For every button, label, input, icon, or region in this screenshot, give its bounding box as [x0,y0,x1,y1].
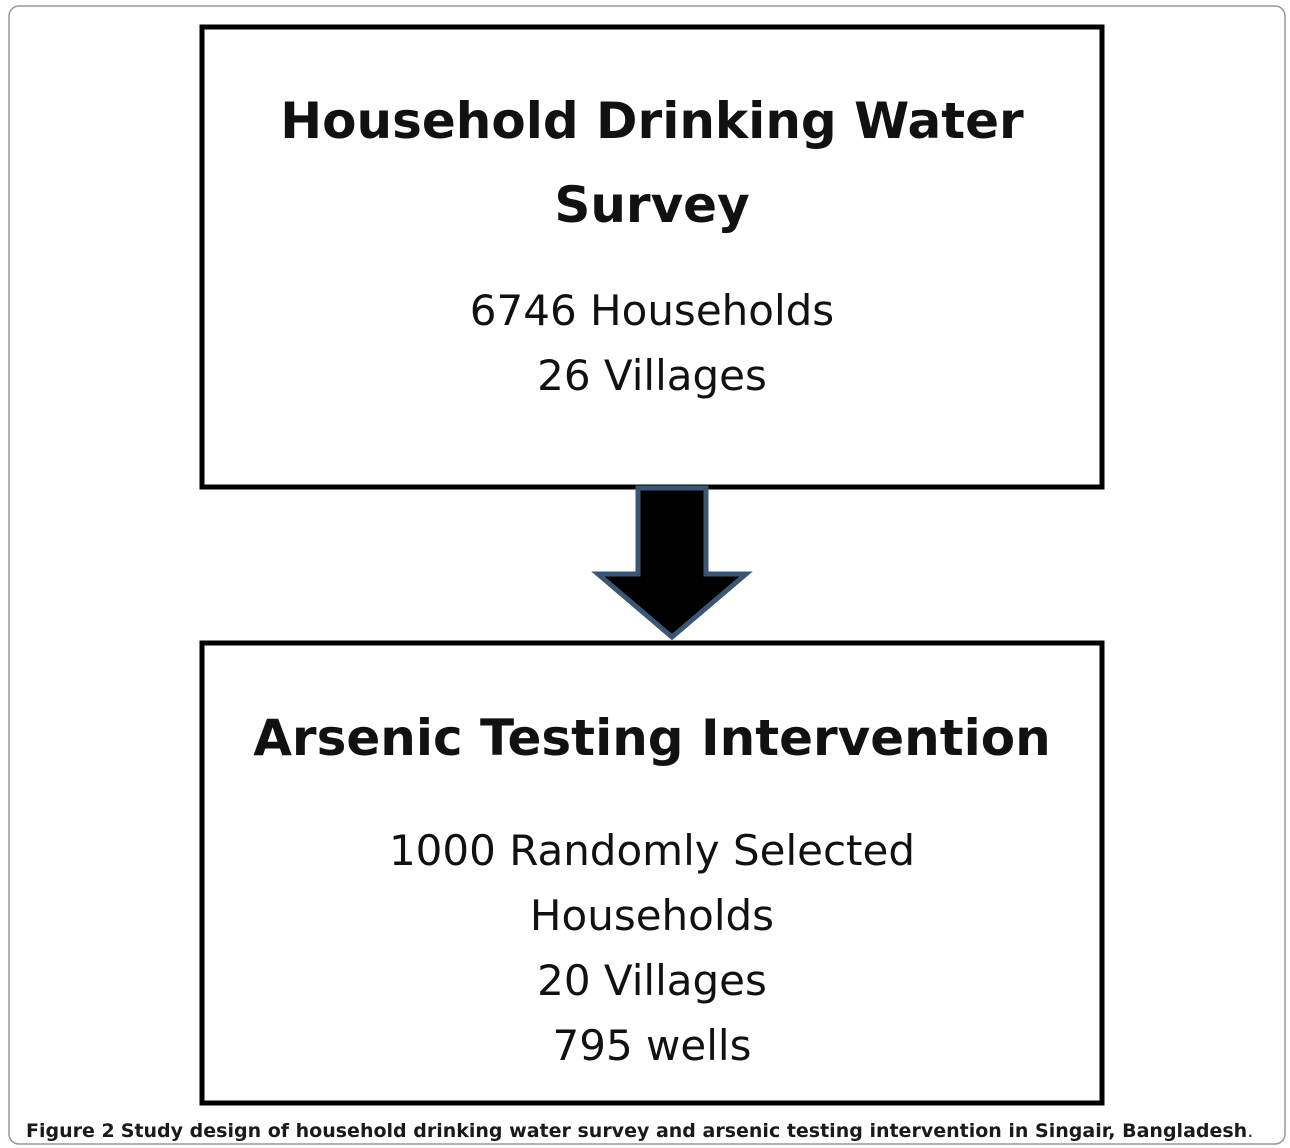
node-title: Household Drinking Water [280,92,1024,150]
node-title: Arsenic Testing Intervention [253,709,1051,767]
node-line: 6746 Households [470,286,834,335]
caption: Figure 2 Study design of household drink… [26,1120,1253,1142]
arrow [591,485,753,641]
caption-text: Study design of household drinking water… [120,1120,1248,1142]
node-line: 1000 Randomly Selected [389,826,915,875]
caption-label: Figure 2 [26,1120,115,1142]
box [199,24,1105,490]
node-line: Households [530,891,774,940]
node-line: 20 Villages [537,956,767,1005]
node-line: 26 Villages [537,351,767,400]
box [199,640,1105,1106]
frame [8,5,1286,1145]
caption-end: . [1247,1120,1254,1142]
node-title: Survey [554,176,749,234]
node-line: 795 wells [553,1021,752,1070]
